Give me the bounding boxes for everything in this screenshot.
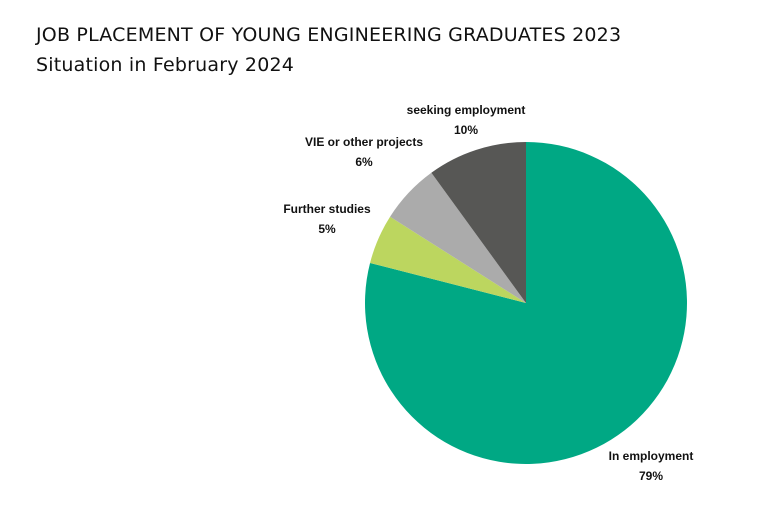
slice-value-label: 79% — [639, 469, 663, 483]
pie-slice-vie-or-other-projects — [390, 172, 526, 303]
slice-value-label: 5% — [318, 222, 336, 236]
chart-subtitle: Situation in February 2024 — [36, 54, 295, 76]
slice-label: Further studies — [283, 202, 371, 216]
chart-title: JOB PLACEMENT OF YOUNG ENGINEERING GRADU… — [36, 24, 622, 46]
pie-slice-further-studies — [370, 216, 526, 303]
slice-label: VIE or other projects — [305, 135, 423, 149]
pie-slice-seeking-employment — [431, 142, 526, 303]
slice-label: In employment — [609, 449, 694, 463]
slice-label: seeking employment — [407, 103, 526, 117]
slice-value-label: 6% — [355, 155, 373, 169]
slice-value-label: 10% — [454, 123, 478, 137]
